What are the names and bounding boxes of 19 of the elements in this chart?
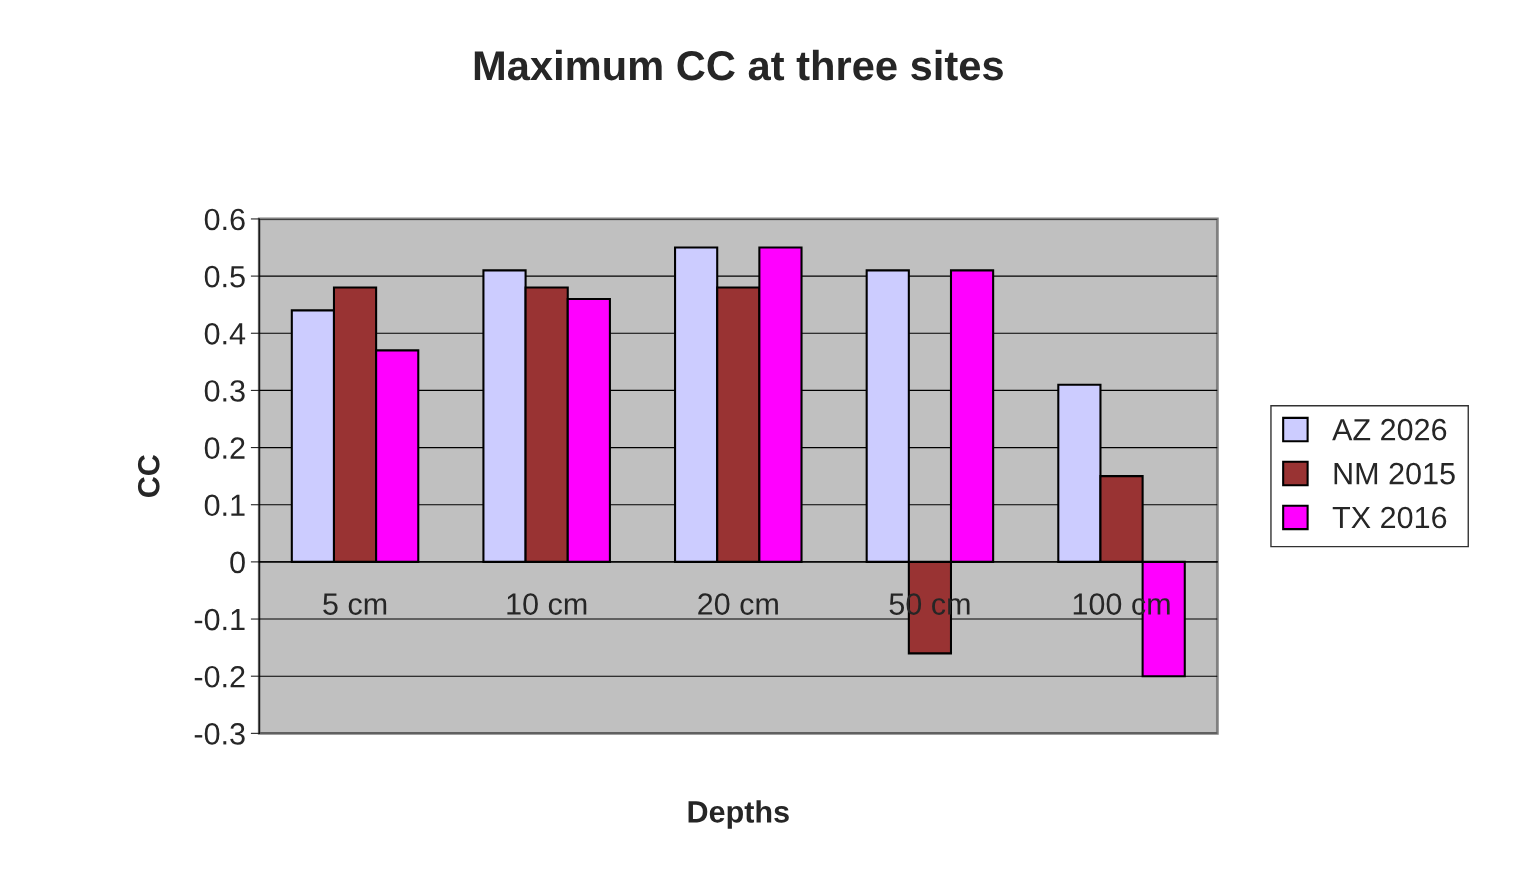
legend-label: AZ 2026 bbox=[1332, 418, 1447, 441]
x-tick-label: 10 cm bbox=[507, 593, 587, 615]
chart-title: Maximum CC at three sites bbox=[474, 49, 1003, 81]
y-tick-label: -0.1 bbox=[194, 608, 245, 631]
x-tick-label: 20 cm bbox=[698, 593, 778, 615]
y-tick-label: 0.1 bbox=[204, 494, 245, 517]
y-axis-title: CC bbox=[137, 454, 160, 497]
y-tick-label: 0.4 bbox=[204, 322, 246, 345]
y-tick-label: 0.3 bbox=[204, 380, 245, 402]
x-axis-title: Depths bbox=[688, 800, 789, 829]
y-tick-label: 0.2 bbox=[204, 437, 245, 459]
y-tick-label: 0.5 bbox=[204, 265, 245, 288]
legend-label: TX 2016 bbox=[1332, 506, 1447, 529]
y-tick-label: -0.3 bbox=[194, 723, 245, 745]
y-tick-label: 0 bbox=[230, 551, 245, 574]
y-tick-label: 0.6 bbox=[204, 208, 245, 231]
y-tick-label: -0.2 bbox=[194, 665, 245, 688]
x-tick-label: 5 cm bbox=[323, 593, 387, 615]
legend-label: NM 2015 bbox=[1334, 462, 1455, 485]
